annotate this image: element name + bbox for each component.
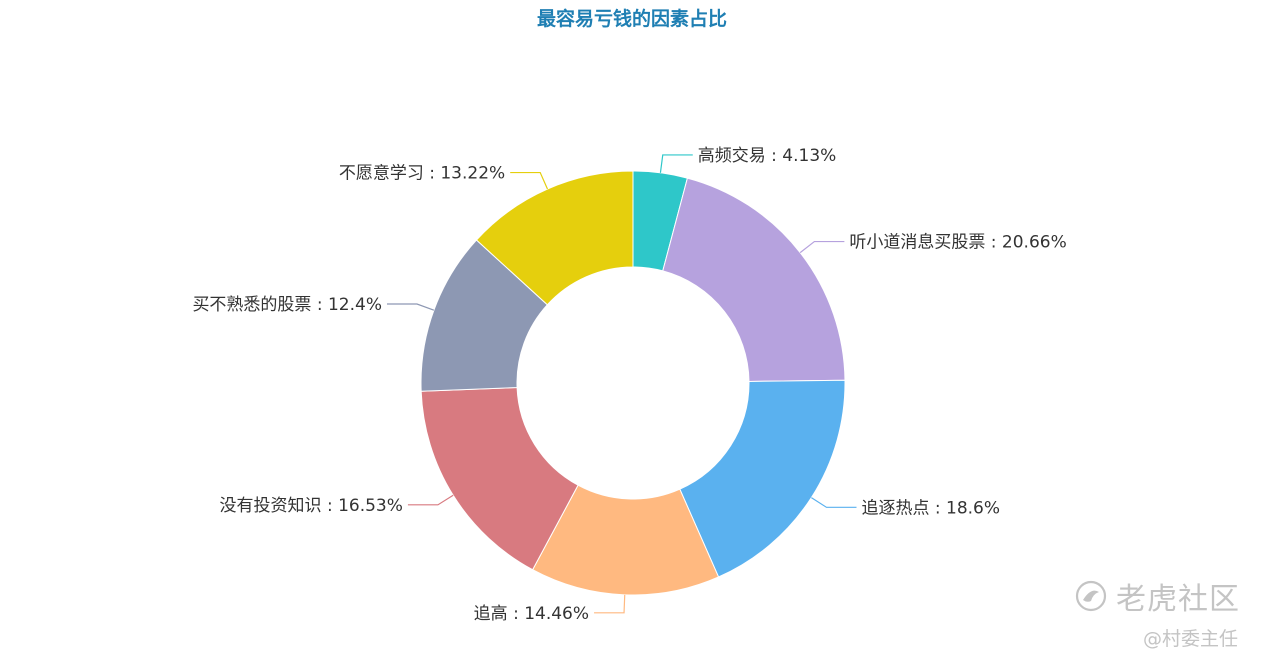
- chart-title: 最容易亏钱的因素占比: [536, 8, 727, 30]
- slice-label-5: 买不熟悉的股票 : 12.4%: [192, 294, 382, 315]
- slice-4[interactable]: [420, 386, 579, 571]
- slice-2[interactable]: [679, 379, 846, 578]
- slice-label-2: 追逐热点 : 18.6%: [861, 498, 1000, 518]
- leader-line-5: [386, 303, 435, 311]
- leader-lines-layer: [386, 154, 857, 614]
- slice-label-1: 听小道消息买股票 : 20.66%: [849, 233, 1066, 253]
- watermark-brand: 老虎社区: [1074, 574, 1240, 618]
- leader-line-4: [407, 494, 454, 506]
- leader-line-6: [510, 171, 549, 190]
- slice-labels-layer: 高频交易 : 4.13% 听小道消息买股票 : 20.66% 追逐热点 : 18.6…: [192, 146, 1066, 624]
- slice-6[interactable]: [475, 170, 634, 306]
- slices-layer: [420, 170, 846, 596]
- watermark-author: @村委主任: [1142, 628, 1238, 650]
- leader-line-0: [659, 154, 693, 173]
- leader-line-1: [799, 240, 845, 254]
- tiger-logo-icon: [1075, 580, 1107, 612]
- watermark-brand-text: 老虎社区: [1116, 582, 1240, 617]
- slice-1[interactable]: [662, 177, 846, 382]
- slice-label-0: 高频交易 : 4.13%: [698, 146, 837, 166]
- leader-line-2: [811, 497, 857, 508]
- leader-line-3: [594, 594, 626, 614]
- slice-label-6: 不愿意学习 : 13.22%: [339, 164, 505, 184]
- slice-label-3: 追高 : 14.46%: [474, 604, 589, 624]
- slice-label-4: 没有投资知识 : 16.53%: [220, 496, 403, 516]
